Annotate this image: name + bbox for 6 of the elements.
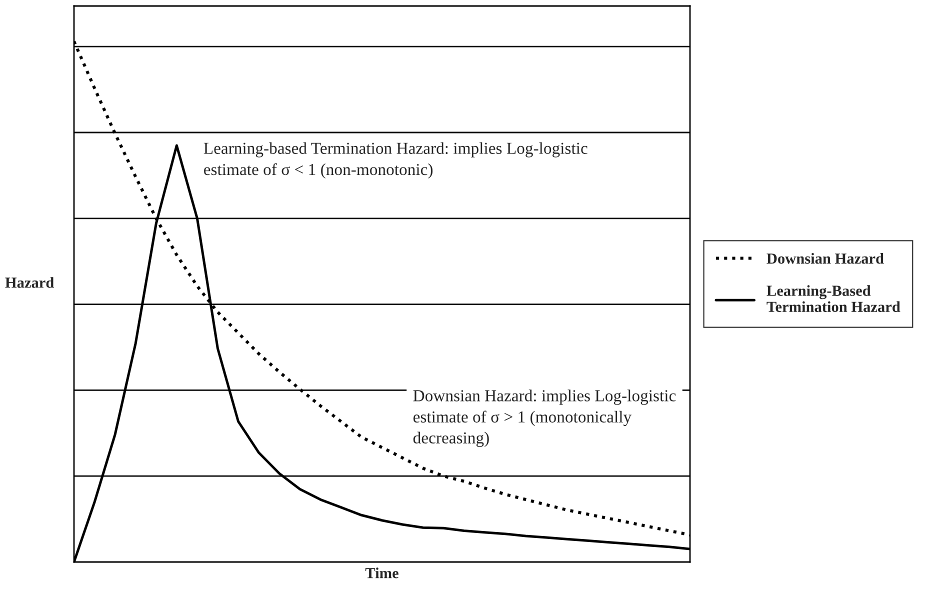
- legend-label: Learning-Based Termination Hazard: [766, 285, 900, 312]
- annotation: Learning-based Termination Hazard: implies Log-logistic estimate of σ < 1 (non-monotonic): [204, 142, 588, 179]
- y-axis-title: Hazard: [5, 277, 54, 288]
- x-axis-title: Time: [365, 568, 398, 578]
- legend-label: Downsian Hazard: [766, 252, 884, 264]
- annotation: Downsian Hazard: implies Log-logistic estimate of σ > 1 (monotonically decreasing): [413, 390, 676, 447]
